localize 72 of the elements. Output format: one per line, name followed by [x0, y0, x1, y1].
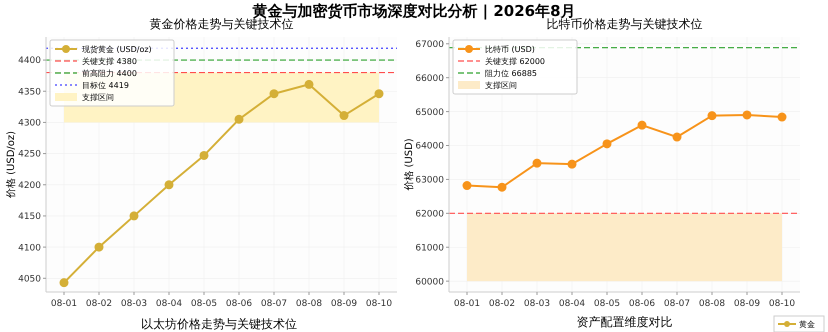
- legend-label: 关键支撑 62000: [485, 56, 545, 66]
- point: [742, 110, 752, 120]
- point: [270, 89, 278, 98]
- point: [234, 114, 244, 124]
- x-tick-label: 08-03: [524, 299, 550, 309]
- point: [130, 211, 138, 220]
- x-tick-label: 08-09: [734, 299, 760, 309]
- point: [304, 80, 314, 89]
- legend-label: 比特币 (USD): [485, 44, 535, 54]
- legend-label: 阻力位 66885: [485, 68, 537, 78]
- y-tick-label: 4400: [18, 56, 42, 66]
- x-tick-label: 08-01: [454, 299, 480, 309]
- y-tick-label: 67000: [415, 40, 444, 50]
- point: [602, 139, 612, 148]
- x-tick-label: 08-06: [628, 299, 656, 309]
- point: [60, 278, 68, 288]
- x-tick-label: 08-07: [260, 299, 288, 309]
- point: [672, 132, 682, 142]
- y-tick-label: 64000: [415, 142, 444, 152]
- x-tick-label: 08-04: [558, 299, 586, 309]
- y-tick-label: 66000: [415, 74, 444, 84]
- y-tick-label: 63000: [415, 176, 444, 186]
- legend-label: 前高阻力 4400: [82, 68, 137, 78]
- legend-label: 目标位 4419: [82, 80, 129, 90]
- point: [532, 158, 542, 168]
- x-tick-label: 08-01: [50, 299, 78, 309]
- point: [568, 160, 576, 169]
- x-tick-label: 08-07: [664, 299, 690, 309]
- point: [462, 181, 472, 190]
- point: [94, 242, 104, 252]
- y-tick-label: 4200: [18, 180, 42, 191]
- y-axis-title: 价格 (USD/oz): [5, 130, 18, 200]
- chart-title: 比特币价格走势与关键技术位: [546, 17, 702, 31]
- x-tick-label: 08-02: [488, 299, 516, 309]
- point: [638, 120, 646, 130]
- y-tick-label: 4100: [18, 243, 42, 254]
- y-tick-label: 60000: [415, 277, 444, 288]
- legend-label: 关键支撑 4380: [82, 56, 137, 66]
- point: [708, 111, 716, 120]
- x-tick-label: 08-04: [156, 299, 182, 309]
- point: [164, 180, 174, 190]
- point: [200, 150, 208, 160]
- y-tick-label: 4050: [18, 274, 42, 284]
- y-axis-title: 价格 (USD): [403, 138, 415, 192]
- x-tick-label: 08-08: [698, 299, 726, 309]
- point: [340, 111, 348, 120]
- y-tick-label: 4150: [18, 212, 42, 222]
- y-tick-label: 61000: [415, 243, 444, 254]
- y-tick-label: 4350: [18, 87, 42, 98]
- x-tick-label: 08-05: [190, 299, 218, 309]
- y-tick-label: 4250: [18, 150, 42, 160]
- point: [778, 112, 786, 122]
- y-tick-label: 62000: [415, 209, 444, 220]
- x-tick-label: 08-08: [296, 299, 322, 309]
- x-axis-title: 资产配置维度对比: [576, 315, 672, 329]
- text: 以太坊价格走势与关键技术位: [141, 317, 297, 331]
- point: [498, 182, 506, 192]
- y-tick-label: 4300: [18, 118, 42, 129]
- x-tick-label: 08-09: [330, 299, 358, 309]
- x-tick-label: 08-06: [226, 299, 252, 309]
- y-tick-label: 65000: [415, 108, 444, 118]
- legend-label: 支撑区间: [485, 80, 517, 90]
- point: [374, 89, 384, 98]
- x-tick-label: 08-05: [594, 299, 620, 309]
- legend-fragment: 黄金: [774, 316, 824, 332]
- x-tick-label: 08-02: [86, 299, 112, 309]
- chart-title: 黄金价格走势与关键技术位: [150, 17, 294, 31]
- x-tick-label: 08-03: [120, 299, 148, 309]
- legend-label: 现货黄金 (USD/oz): [82, 44, 152, 54]
- band-label: 支撑区间: [82, 92, 114, 102]
- x-tick-label: 08-10: [366, 299, 392, 309]
- x-tick-label: 08-10: [768, 299, 796, 309]
